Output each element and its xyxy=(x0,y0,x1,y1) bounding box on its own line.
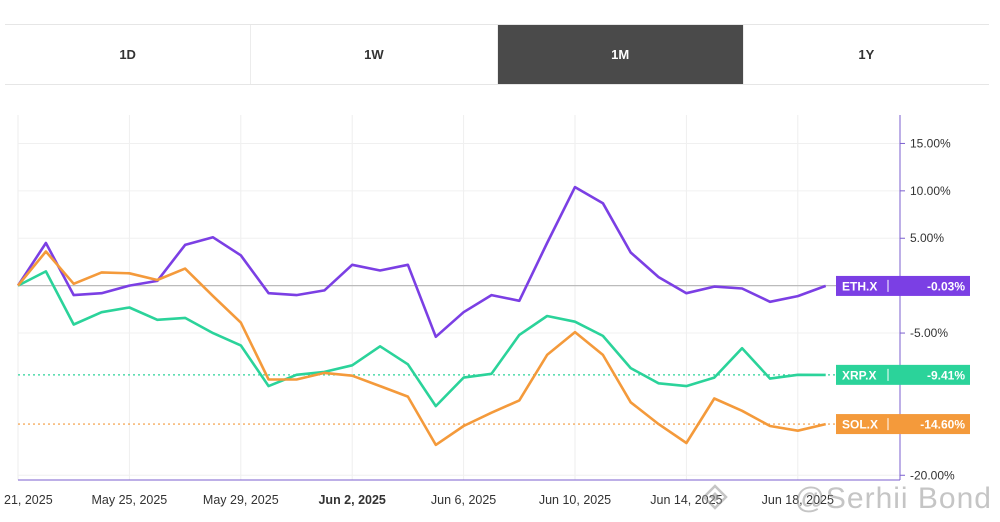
watermark-text: @Serhii Bond xyxy=(794,482,992,515)
y-tick-label: -20.00% xyxy=(910,468,955,482)
tab-1y[interactable]: 1Y xyxy=(858,47,875,62)
series-tag-name: XRP.X xyxy=(842,368,876,382)
y-tick-label: 10.00% xyxy=(910,184,951,198)
tab-1d[interactable]: 1D xyxy=(5,25,252,84)
value-tag-bg xyxy=(836,275,970,296)
timeframe-tabs: 1D 1W 1M 1Y xyxy=(5,24,989,85)
series-line-xrp-x xyxy=(17,270,826,408)
watermark-logo-icon xyxy=(702,484,728,510)
series-tag-value: -0.03% xyxy=(927,279,965,293)
x-tick-label: Jun 10, 2025 xyxy=(539,493,611,507)
x-tick-label: 21, 2025 xyxy=(4,493,53,507)
x-tick-label: Jun 18, 2025 xyxy=(762,493,834,507)
tab-1w[interactable]: 1W xyxy=(251,25,498,84)
y-tick-label: 5.00% xyxy=(910,231,944,245)
series-tag-value: -14.60% xyxy=(920,418,965,432)
value-tag-bg xyxy=(836,414,970,435)
series-tag-name: ETH.X xyxy=(842,279,877,293)
x-tick-label: May 29, 2025 xyxy=(203,493,279,507)
x-tick-label: Jun 2, 2025 xyxy=(318,493,385,507)
series-line-sol-x xyxy=(16,250,826,447)
x-tick-label: Jun 6, 2025 xyxy=(431,493,496,507)
y-tick-label: -5.00% xyxy=(910,326,948,340)
value-tag-bg xyxy=(836,364,970,385)
x-tick-label: May 25, 2025 xyxy=(92,493,168,507)
tab-1m[interactable]: 1M xyxy=(497,25,744,84)
series-tag-value: -9.41% xyxy=(927,368,965,382)
series-tag-name: SOL.X xyxy=(842,418,878,432)
series-line-eth-x xyxy=(16,185,827,339)
y-tick-label: 15.00% xyxy=(910,136,951,150)
